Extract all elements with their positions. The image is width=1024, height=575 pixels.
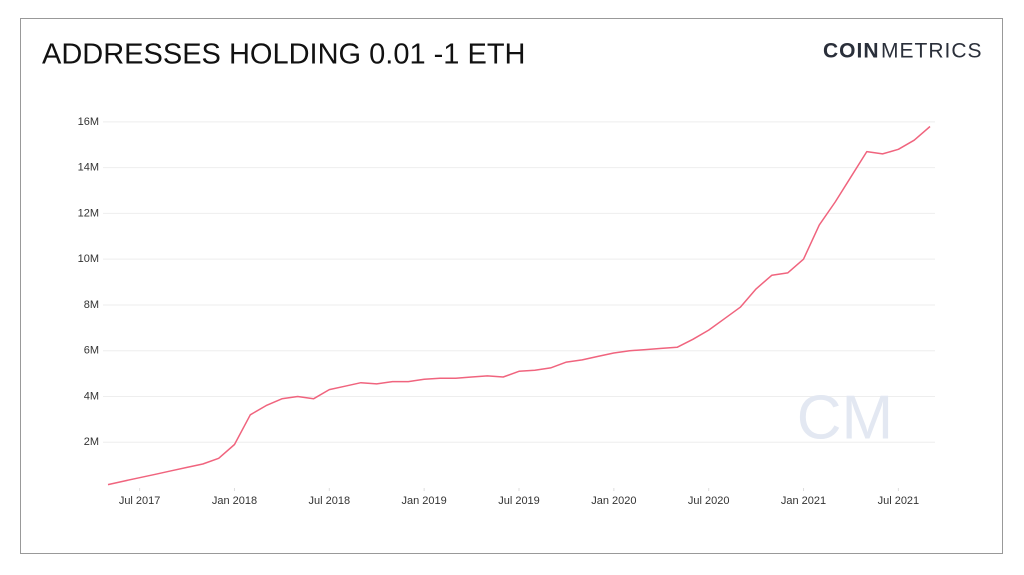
x-tick-label: Jul 2018	[309, 495, 351, 507]
y-tick-label: 6M	[84, 345, 99, 357]
y-tick-label: 16M	[78, 116, 99, 128]
logo-bold: COIN	[823, 40, 880, 63]
x-tick-label: Jul 2019	[498, 495, 540, 507]
frame	[20, 18, 1003, 554]
y-tick-label: 2M	[84, 436, 99, 448]
x-tick-label: Jul 2021	[878, 495, 920, 507]
watermark: CM	[797, 383, 893, 452]
x-tick-label: Jan 2019	[402, 495, 447, 507]
y-tick-label: 10M	[78, 253, 99, 265]
y-tick-label: 12M	[78, 207, 99, 219]
logo-light: METRICS	[881, 40, 983, 63]
line	[107, 125, 931, 486]
x-tick-label: Jan 2021	[781, 495, 826, 507]
x-tick-label: Jul 2020	[688, 495, 730, 507]
x-tick-label: Jan 2018	[212, 495, 257, 507]
chart-title: ADDRESSES HOLDING 0.01 -1 ETH	[42, 39, 525, 71]
x-tick-label: Jan 2020	[591, 495, 636, 507]
y-tick-label: 4M	[84, 390, 99, 402]
y-tick-label: 14M	[78, 162, 99, 174]
y-tick-label: 8M	[84, 299, 99, 311]
x-tick-label: Jul 2017	[119, 495, 161, 507]
